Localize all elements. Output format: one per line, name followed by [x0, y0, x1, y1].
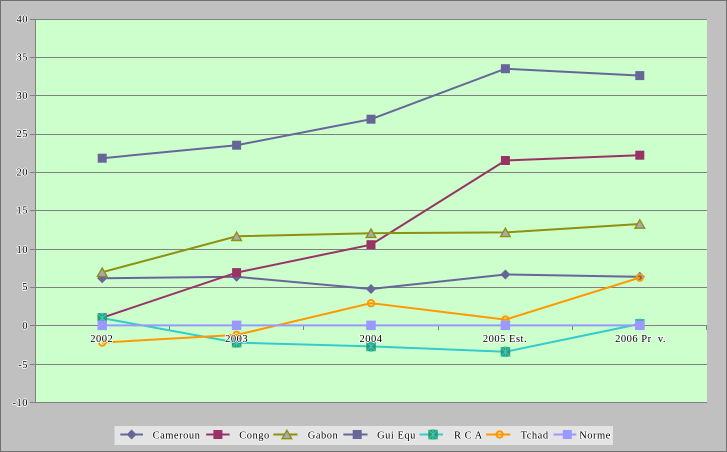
svg-text:2004: 2004	[360, 334, 383, 345]
svg-text:Gabon: Gabon	[308, 430, 339, 441]
svg-text:2003: 2003	[225, 334, 248, 345]
svg-text:Gui Equ: Gui Equ	[377, 430, 416, 441]
svg-text:30: 30	[17, 91, 29, 102]
svg-text:10: 10	[17, 245, 29, 256]
svg-text:40: 40	[17, 14, 29, 25]
svg-text:20: 20	[17, 167, 29, 178]
svg-text:-5: -5	[18, 360, 28, 371]
svg-text:Norme: Norme	[579, 430, 611, 441]
svg-text:35: 35	[17, 53, 29, 64]
svg-text:Congo: Congo	[239, 430, 270, 441]
svg-text:2006 Pr v.: 2006 Pr v.	[615, 334, 666, 345]
svg-text:Tchad: Tchad	[521, 430, 549, 441]
svg-text:0: 0	[22, 321, 28, 332]
svg-text:5: 5	[22, 282, 28, 293]
svg-text:-10: -10	[13, 398, 29, 409]
svg-text:25: 25	[17, 129, 29, 140]
svg-text:2005 Est.: 2005 Est.	[483, 334, 527, 345]
svg-text:Cameroun: Cameroun	[153, 430, 201, 441]
svg-text:2002: 2002	[90, 334, 113, 345]
svg-text:15: 15	[17, 206, 29, 217]
svg-text:R C A: R C A	[454, 430, 483, 441]
